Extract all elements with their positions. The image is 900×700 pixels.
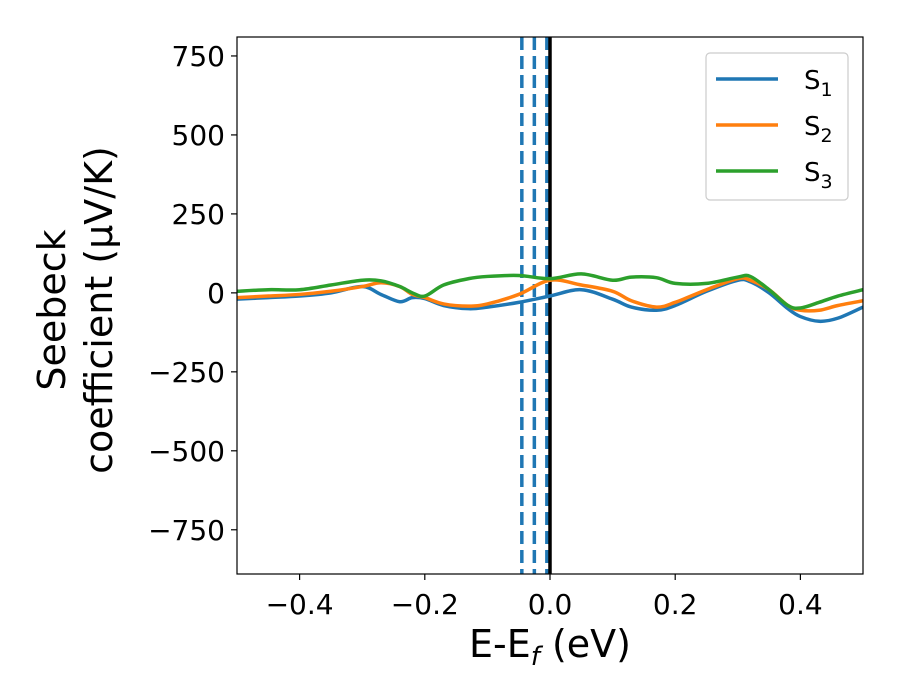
y-tick-label: 250 [172, 198, 225, 231]
x-axis-label-main: E-E [469, 622, 531, 666]
y-axis-label-line1: Seebeck [30, 229, 74, 390]
legend-label-s1: S1 [804, 66, 833, 101]
x-axis-label: E-Ef (eV) [469, 622, 631, 672]
y-tick-label: −250 [148, 356, 225, 389]
x-tick-label: 0.2 [653, 588, 698, 621]
y-tick-label: 0 [207, 277, 225, 310]
legend-label-s3: S3 [804, 158, 833, 193]
x-axis: −0.4 −0.2 0.0 0.2 0.4 [266, 574, 823, 621]
y-tick-label: 500 [172, 119, 225, 152]
legend: S1 S2 S3 [705, 52, 849, 201]
x-axis-label-unit: (eV) [540, 622, 631, 666]
y-axis-label: Seebeck coefficient (μV/K) [30, 146, 121, 474]
series-line-s3 [237, 272, 863, 311]
x-tick-label: −0.2 [391, 588, 459, 621]
x-tick-label: 0.0 [528, 588, 573, 621]
vline-layer [520, 37, 552, 574]
y-tick-label: −500 [148, 435, 225, 468]
series-layer [237, 272, 863, 324]
x-tick-label: 0.4 [778, 588, 823, 621]
legend-label-s2: S2 [804, 112, 833, 147]
y-tick-label: 750 [172, 40, 225, 73]
y-axis: 750 500 250 0 −250 −500 −750 [148, 40, 237, 547]
series-line-s1 [237, 277, 863, 324]
x-tick-label: −0.4 [266, 588, 334, 621]
y-axis-label-line2: coefficient (μV/K) [77, 146, 121, 474]
y-tick-label: −750 [148, 514, 225, 547]
